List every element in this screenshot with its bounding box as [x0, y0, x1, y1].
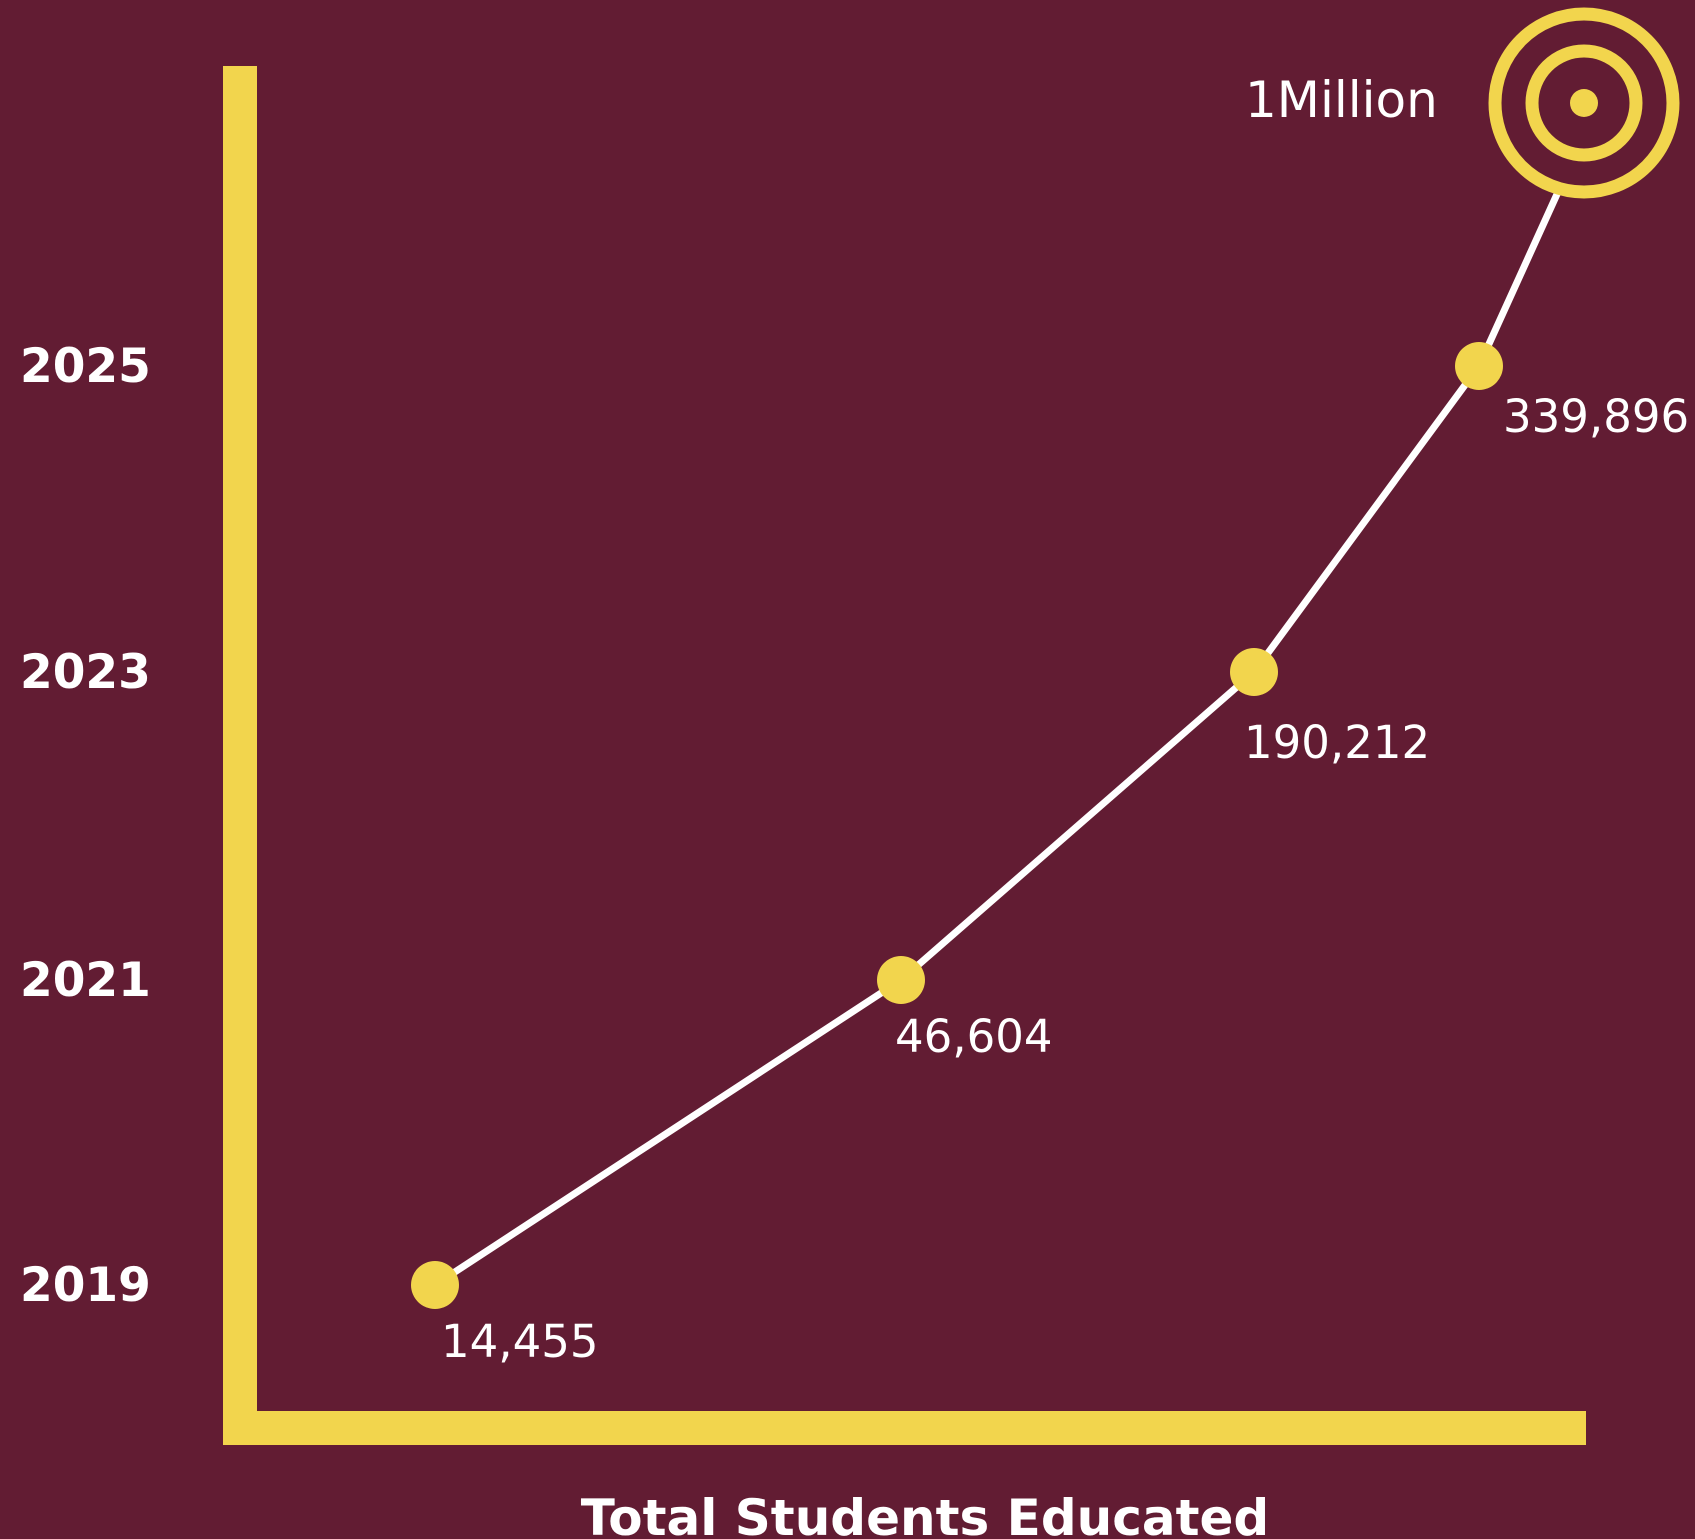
data-point-2021	[877, 956, 925, 1004]
data-label-2025: 339,896	[1503, 390, 1689, 443]
target-label: 1Million	[1245, 71, 1438, 129]
y-tick-labels: 2019 2021 2023 2025	[20, 339, 151, 1313]
y-tick-label-2021: 2021	[20, 953, 151, 1008]
data-label-2023: 190,212	[1244, 716, 1430, 769]
y-tick-label-2019: 2019	[20, 1258, 151, 1313]
data-label-2019: 14,455	[441, 1315, 598, 1368]
series-layer: 14,455 46,604 190,212 339,896	[411, 190, 1689, 1368]
y-tick-label-2023: 2023	[20, 645, 151, 700]
data-label-2021: 46,604	[895, 1010, 1052, 1063]
target-icon	[1488, 7, 1680, 199]
x-axis-title: Total Students Educated	[581, 1489, 1269, 1539]
data-point-2025	[1455, 342, 1503, 390]
data-point-2019	[411, 1261, 459, 1309]
y-tick-label-2025: 2025	[20, 339, 151, 394]
data-point-2023	[1230, 648, 1278, 696]
